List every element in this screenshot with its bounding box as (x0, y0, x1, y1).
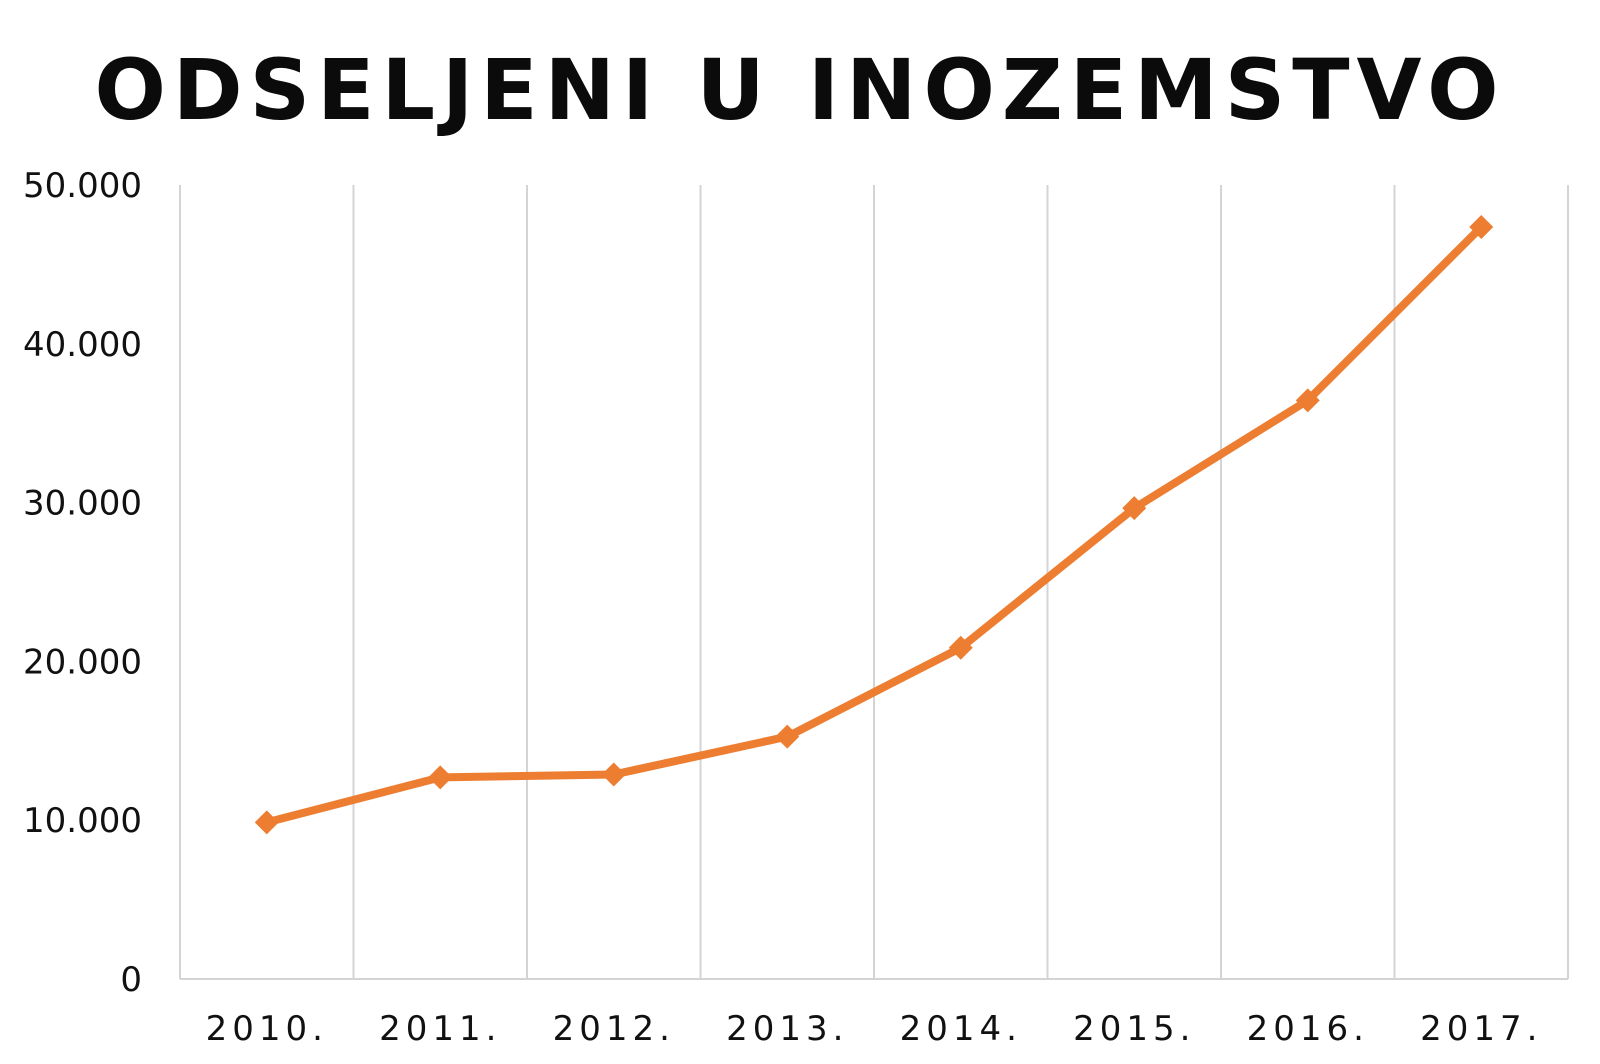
data-point-marker (428, 765, 453, 790)
data-point-marker (1122, 496, 1147, 521)
x-axis-ticks: 2010. 2011. 2012. 2013. 2014. 2015. 2016. 2017. (206, 1009, 1542, 1049)
data-point-marker (1469, 215, 1494, 240)
x-tick-label: 2012. (553, 1009, 675, 1049)
y-tick-label: 10.000 (23, 801, 142, 841)
x-tick-label: 2017. (1420, 1009, 1542, 1049)
y-tick-label: 40.000 (23, 325, 142, 365)
y-tick-label: 30.000 (23, 484, 142, 524)
data-point-marker (254, 810, 279, 835)
data-point-marker (775, 724, 800, 749)
x-tick-label: 2013. (726, 1009, 848, 1049)
y-tick-label: 50.000 (23, 166, 142, 206)
x-tick-label: 2011. (379, 1009, 501, 1049)
grid (179, 185, 1569, 979)
series-line (262, 223, 1486, 827)
chart-title: ODSELJENI U INOZEMSTVO (94, 41, 1506, 139)
series-group (254, 215, 1494, 835)
x-tick-label: 2014. (900, 1009, 1022, 1049)
data-point-marker (601, 762, 626, 787)
x-tick-label: 2010. (206, 1009, 328, 1049)
data-point-marker (948, 635, 973, 660)
x-tick-label: 2016. (1247, 1009, 1369, 1049)
y-tick-label: 20.000 (23, 642, 142, 682)
data-point-marker (1295, 388, 1320, 413)
x-tick-label: 2015. (1073, 1009, 1195, 1049)
y-tick-label: 0 (120, 960, 142, 1000)
y-axis-ticks: 0 10.000 20.000 30.000 40.000 50.000 (23, 166, 142, 1000)
